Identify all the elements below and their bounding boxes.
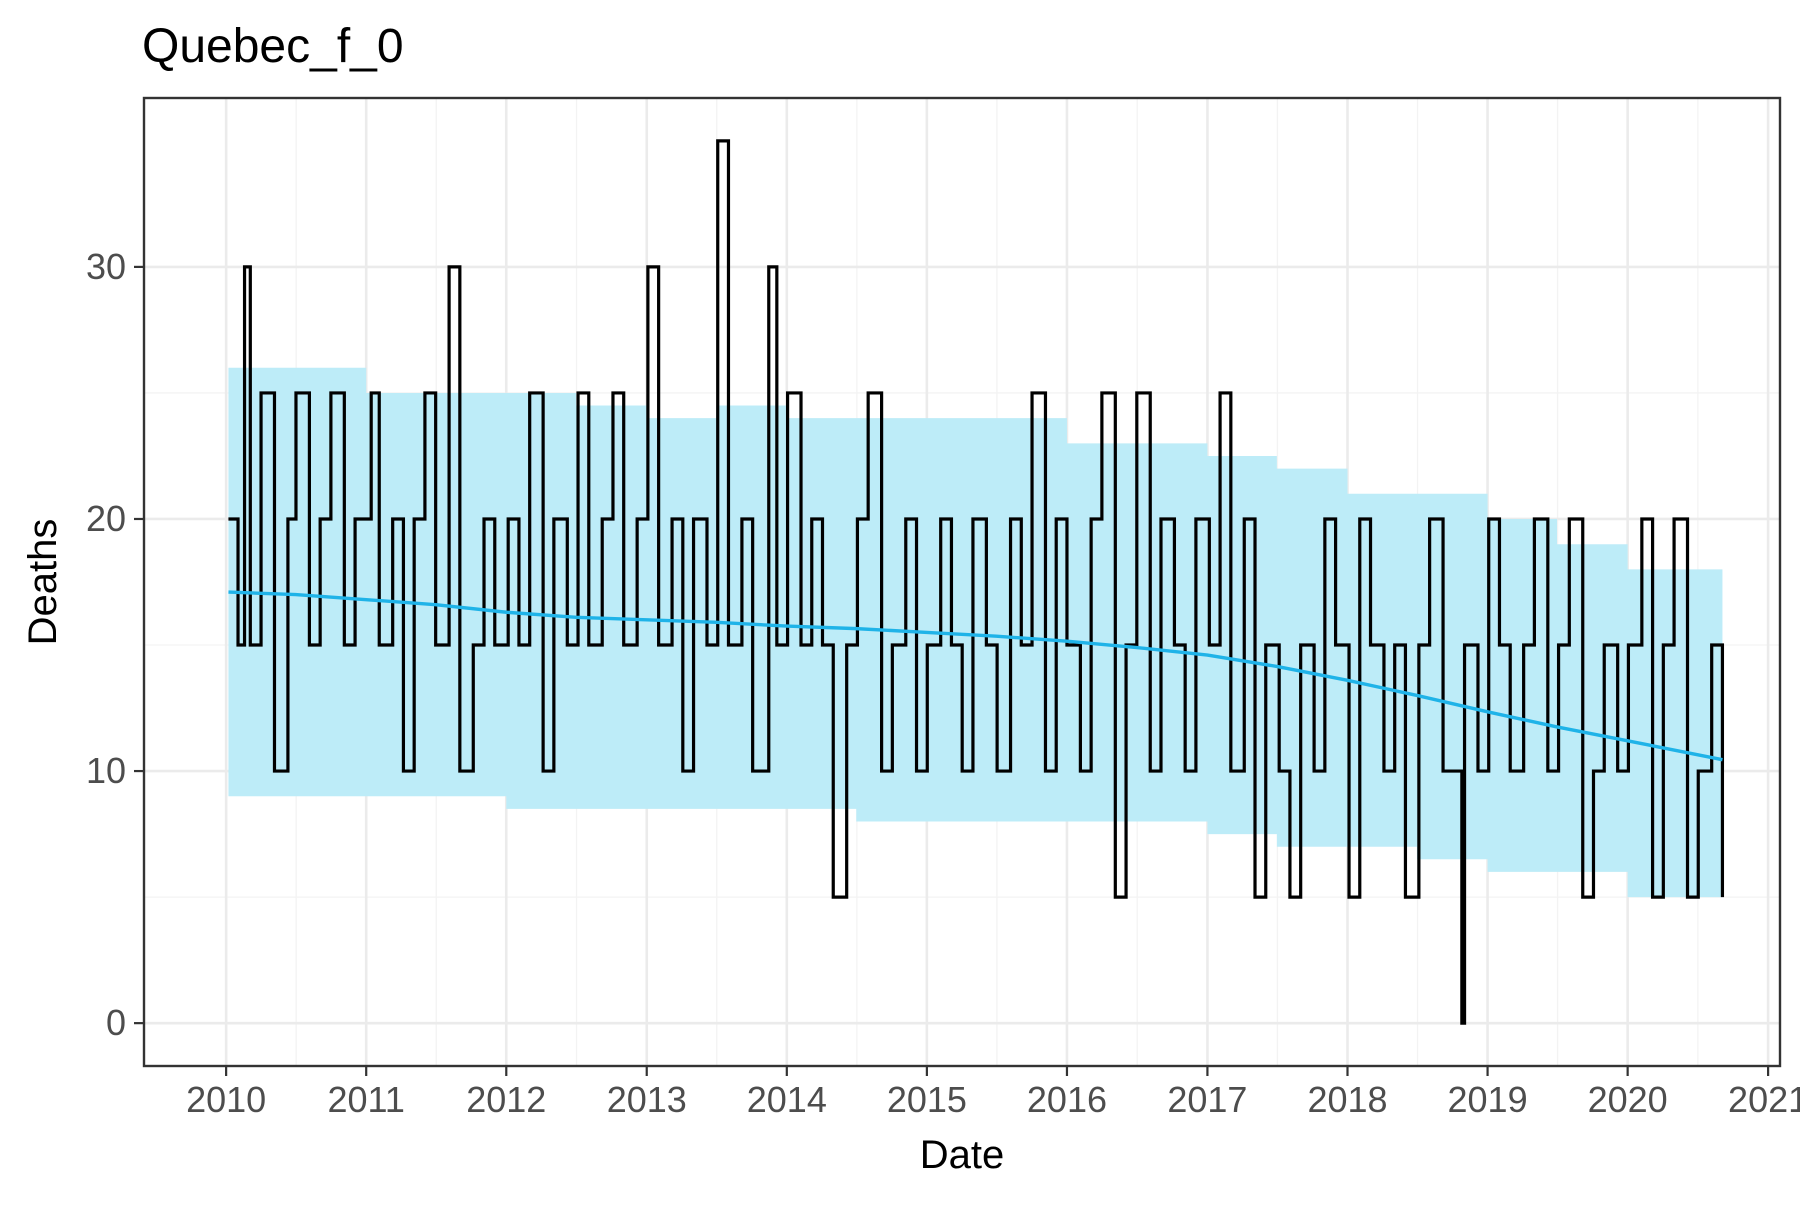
observed-deaths-line bbox=[228, 139, 1725, 1025]
x-tick-label: 2013 bbox=[607, 1079, 687, 1120]
y-tick-label: 0 bbox=[106, 1002, 126, 1043]
x-tick-label: 2020 bbox=[1588, 1079, 1668, 1120]
x-tick-label: 2021 bbox=[1728, 1079, 1800, 1120]
x-tick-label: 2019 bbox=[1448, 1079, 1528, 1120]
y-tick-label: 10 bbox=[86, 750, 126, 791]
plot-panel-border bbox=[142, 96, 1782, 1068]
x-tick-label: 2012 bbox=[466, 1079, 546, 1120]
observed-series-layer bbox=[228, 139, 1725, 1025]
x-tick-label: 2011 bbox=[327, 1079, 404, 1120]
chart-title: Quebec_f_0 bbox=[142, 20, 404, 73]
trend-line bbox=[228, 590, 1723, 762]
x-tick-label: 2016 bbox=[1027, 1079, 1107, 1120]
y-axis-title: Deaths bbox=[21, 519, 65, 646]
x-tick-label: 2015 bbox=[887, 1079, 967, 1120]
trend-series-layer bbox=[228, 590, 1723, 762]
x-tick-label: 2018 bbox=[1307, 1079, 1387, 1120]
y-axis-ticks: 0 10 20 30 bbox=[86, 246, 144, 1043]
x-tick-label: 2014 bbox=[747, 1079, 827, 1120]
y-tick-label: 30 bbox=[86, 246, 126, 287]
x-axis-ticks: 2010 2011 2012 2013 2014 2015 2016 2017 2018 2019… bbox=[186, 1066, 1800, 1120]
y-tick-label: 20 bbox=[86, 498, 126, 539]
x-tick-label: 2010 bbox=[186, 1079, 266, 1120]
x-axis-title: Date bbox=[920, 1133, 1005, 1177]
x-tick-label: 2017 bbox=[1167, 1079, 1247, 1120]
